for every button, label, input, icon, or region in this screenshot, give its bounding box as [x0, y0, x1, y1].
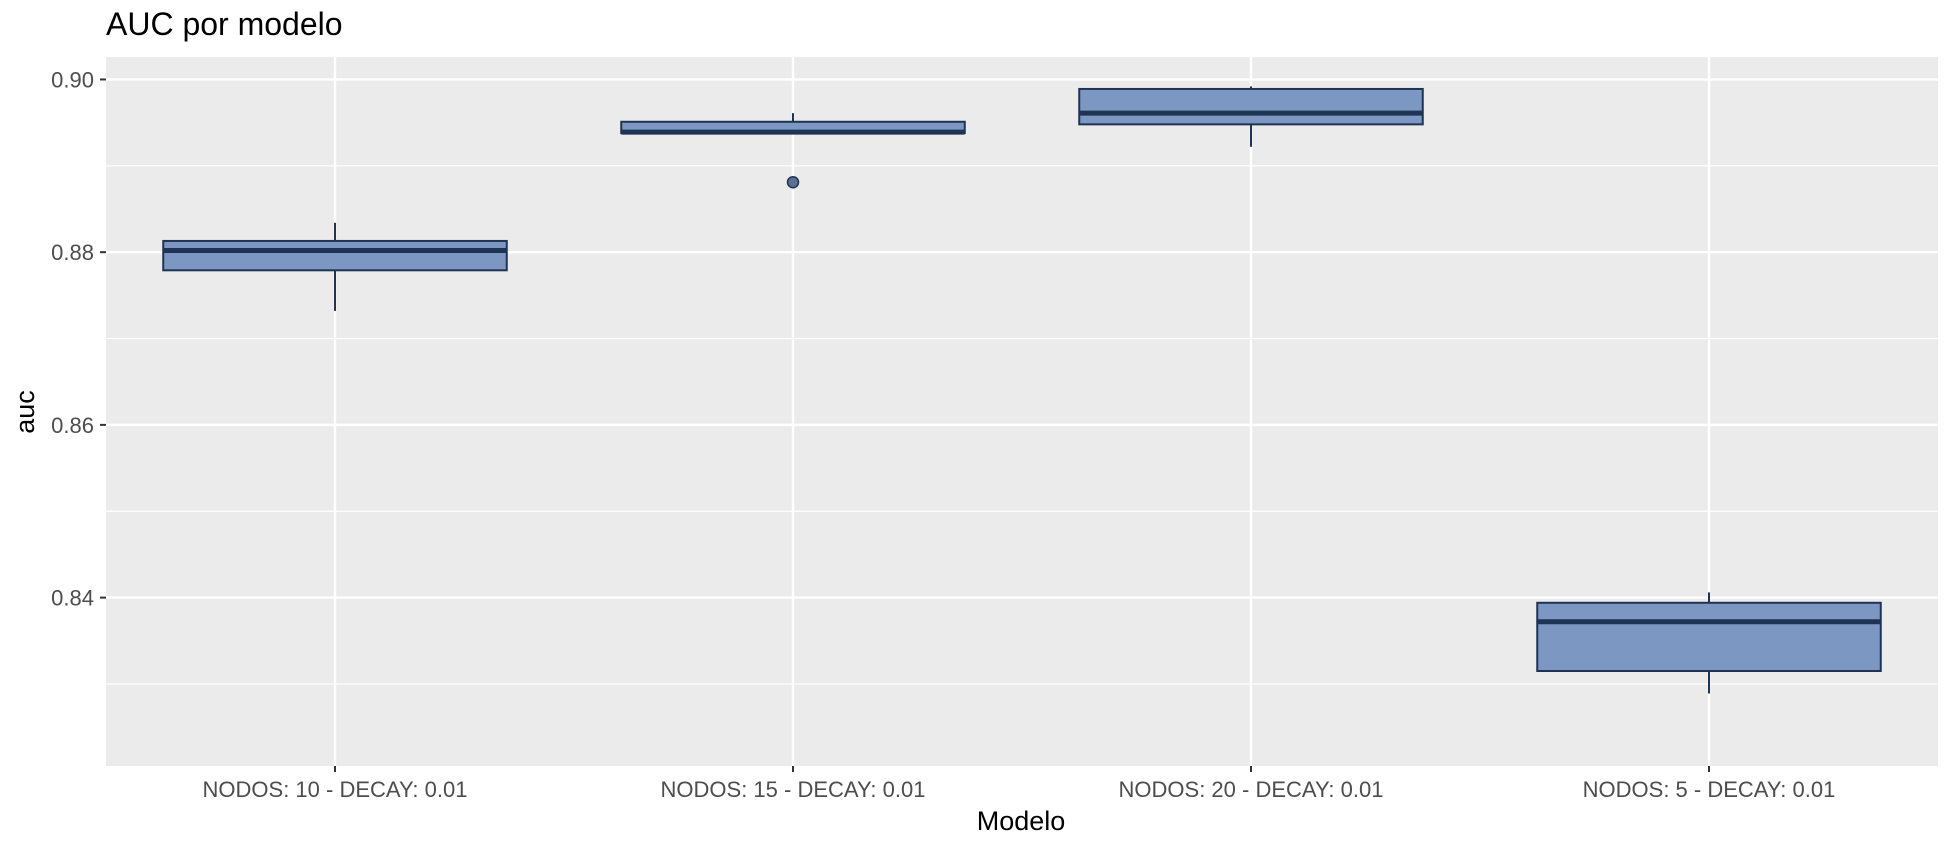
outlier-point [786, 175, 800, 189]
box-iqr [1078, 87, 1424, 126]
x-axis-title: Modelo [977, 806, 1066, 836]
x-tick-label: NODOS: 15 - DECAY: 0.01 [661, 777, 926, 802]
box-iqr [162, 239, 508, 272]
boxplot-2 [620, 113, 966, 189]
x-tick-label: NODOS: 20 - DECAY: 0.01 [1119, 777, 1384, 802]
y-tick-label: 0.90 [51, 67, 94, 92]
grid-lines [106, 57, 1938, 766]
boxplot-4 [1536, 592, 1882, 694]
y-axis: 0.84 0.86 0.88 0.90 [51, 67, 106, 611]
x-axis: NODOS: 10 - DECAY: 0.01 NODOS: 15 - DECAY… [203, 766, 1836, 802]
boxplot-3 [1078, 86, 1424, 147]
box-iqr [1536, 601, 1882, 673]
x-tick-label: NODOS: 5 - DECAY: 0.01 [1583, 777, 1836, 802]
y-tick-label: 0.86 [51, 413, 94, 438]
boxplot-1 [162, 222, 508, 311]
y-tick-label: 0.88 [51, 240, 94, 265]
y-tick-label: 0.84 [51, 586, 94, 611]
chart-title: AUC por modelo [106, 6, 343, 42]
x-tick-label: NODOS: 10 - DECAY: 0.01 [203, 777, 468, 802]
box-layer [162, 86, 1882, 694]
y-axis-title: auc [10, 390, 40, 434]
